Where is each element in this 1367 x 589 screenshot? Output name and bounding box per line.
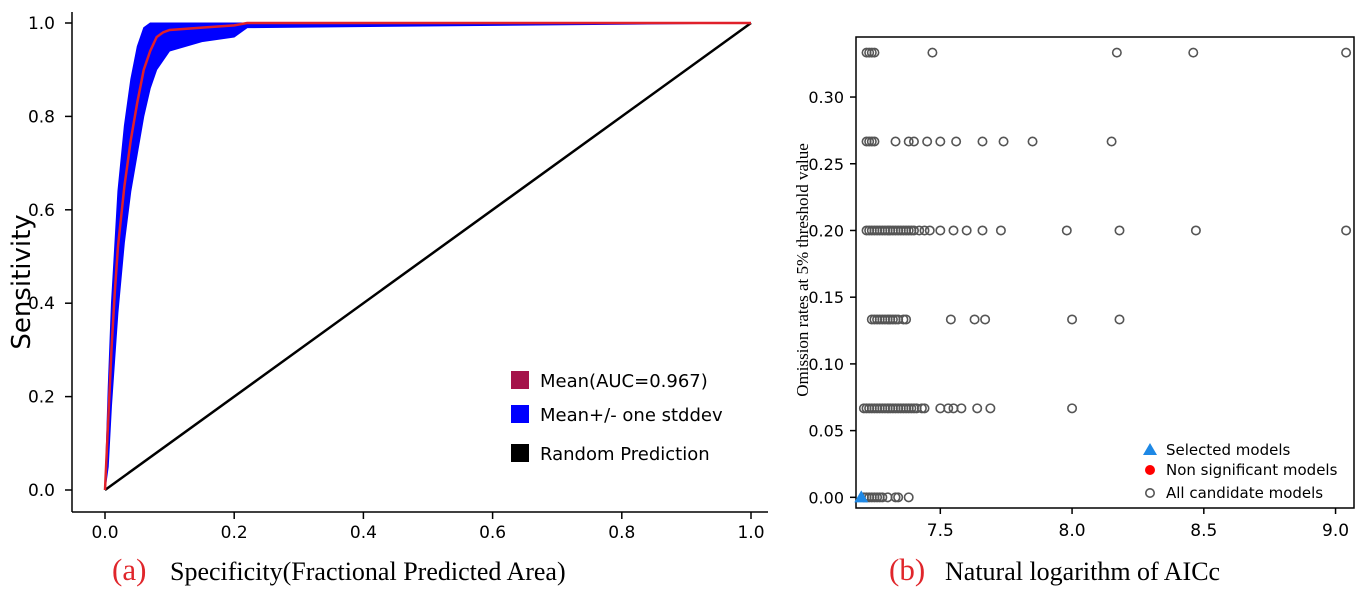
candidate-model-point xyxy=(943,403,954,414)
candidate-model-point xyxy=(1114,225,1125,236)
candidate-model-point xyxy=(890,136,901,147)
roc-y-tick-label: 0.4 xyxy=(28,294,55,314)
selected-model-point xyxy=(854,490,869,503)
candidate-model-point xyxy=(972,403,983,414)
candidate-model-point xyxy=(935,136,946,147)
candidate-model-point xyxy=(1061,225,1072,236)
legend-label: Mean+/- one stddev xyxy=(540,405,723,426)
legend-open-circle-marker xyxy=(1145,487,1156,498)
candidate-model-point xyxy=(985,403,996,414)
roc-tick-labels: 0.0 0.2 0.4 0.6 0.8 1.0 0.0 0.2 0.4 0.6 0.8 1.0 xyxy=(28,14,765,543)
random-prediction-line xyxy=(104,21,752,492)
candidate-model-point xyxy=(903,136,914,147)
candidate-model-point xyxy=(1114,314,1125,325)
roc-chart: 0.0 0.2 0.4 0.6 0.8 1.0 0.0 0.2 0.4 0.6 0.8 1.0 Sen… xyxy=(7,12,768,587)
candidate-model-point xyxy=(998,136,1009,147)
scatter-x-tick-label: 7.5 xyxy=(927,521,954,541)
roc-axes xyxy=(71,12,768,513)
candidate-model-point xyxy=(908,225,919,236)
legend-triangle-marker xyxy=(1143,443,1157,455)
candidate-model-point xyxy=(893,492,904,503)
candidate-model-point xyxy=(961,225,972,236)
roc-y-tick-label: 0.8 xyxy=(28,107,55,127)
scatter-y-axis-label: Omission rates at 5% threshold value xyxy=(793,143,812,397)
roc-y-tick-label: 1.0 xyxy=(28,14,55,34)
legend-label: Random Prediction xyxy=(540,444,710,465)
roc-y-tick-label: 0.6 xyxy=(28,201,55,221)
candidate-model-point xyxy=(1067,314,1078,325)
scatter-y-tick-label: 0.00 xyxy=(808,488,844,507)
candidate-model-point xyxy=(969,314,980,325)
legend-swatch xyxy=(511,444,529,462)
candidate-model-point xyxy=(945,314,956,325)
legend-red-dot-marker xyxy=(1145,465,1155,475)
roc-x-tick-label: 0.2 xyxy=(221,523,248,543)
candidate-model-point xyxy=(901,314,912,325)
legend-label: Selected models xyxy=(1166,441,1290,459)
candidate-model-point xyxy=(980,314,991,325)
candidate-model-point xyxy=(956,403,967,414)
candidate-model-point xyxy=(1188,47,1199,58)
candidate-model-point xyxy=(951,136,962,147)
scatter-ticks: 7.5 8.0 8.5 9.0 0.00 0.05 0.10 0.15 0.20 0.25 0.30 xyxy=(808,88,1349,541)
scatter-y-tick-label: 0.05 xyxy=(808,422,844,441)
candidate-model-point xyxy=(1190,225,1201,236)
legend-label: All candidate models xyxy=(1166,484,1323,502)
candidate-model-point xyxy=(1067,403,1078,414)
omission-scatter-chart: 7.5 8.0 8.5 9.0 0.00 0.05 0.10 0.15 0.20 0.25 0.30… xyxy=(793,36,1355,587)
panel-label-b: (b) xyxy=(889,552,925,587)
scatter-x-tick-label: 8.5 xyxy=(1190,521,1217,541)
roc-x-tick-label: 0.4 xyxy=(350,523,377,543)
roc-x-tick-label: 1.0 xyxy=(737,523,764,543)
roc-x-tick-label: 0.0 xyxy=(91,523,118,543)
candidate-model-point xyxy=(924,225,935,236)
scatter-x-axis-label: Natural logarithm of AICc xyxy=(945,557,1220,586)
roc-legend: Mean(AUC=0.967) Mean+/- one stddev Random … xyxy=(511,371,723,465)
scatter-y-tick-label: 0.10 xyxy=(808,355,844,374)
scatter-y-tick-label: 0.15 xyxy=(808,288,844,307)
scatter-legend: Selected models Non significant models All… xyxy=(1143,441,1338,502)
roc-x-tick-label: 0.8 xyxy=(608,523,635,543)
scatter-x-tick-label: 8.0 xyxy=(1059,521,1086,541)
legend-label: Non significant models xyxy=(1166,461,1338,479)
candidate-model-point xyxy=(869,136,880,147)
legend-label: Mean(AUC=0.967) xyxy=(540,371,708,392)
candidate-model-point xyxy=(1027,136,1038,147)
legend-swatch xyxy=(511,405,529,423)
candidate-model-point xyxy=(908,136,919,147)
candidate-model-point xyxy=(922,136,933,147)
candidate-model-point xyxy=(935,225,946,236)
candidate-model-point xyxy=(977,136,988,147)
scatter-y-tick-label: 0.25 xyxy=(808,155,844,174)
candidate-model-point xyxy=(1341,47,1352,58)
scatter-y-tick-label: 0.30 xyxy=(808,88,844,107)
scatter-y-tick-label: 0.20 xyxy=(808,221,844,240)
candidate-model-point xyxy=(927,47,938,58)
scatter-plot-frame xyxy=(855,36,1355,509)
roc-x-tick-label: 0.6 xyxy=(479,523,506,543)
candidate-model-point xyxy=(1111,47,1122,58)
candidate-model-point xyxy=(1106,136,1117,147)
candidate-model-point xyxy=(869,47,880,58)
panel-label-a: (a) xyxy=(112,552,146,587)
candidate-model-point xyxy=(948,225,959,236)
candidate-model-point xyxy=(877,492,888,503)
roc-y-axis-label: Sensitivity xyxy=(7,214,37,349)
roc-lines xyxy=(103,21,752,492)
candidate-model-point xyxy=(903,492,914,503)
mean-roc-line xyxy=(103,21,751,491)
roc-y-tick-label: 0.0 xyxy=(28,481,55,501)
scatter-points xyxy=(854,47,1352,503)
candidate-model-point xyxy=(977,225,988,236)
legend-swatch xyxy=(511,371,529,389)
scatter-x-tick-label: 9.0 xyxy=(1322,521,1349,541)
candidate-model-point xyxy=(1341,225,1352,236)
candidate-model-point xyxy=(919,403,930,414)
roc-x-axis-label: Specificity(Fractional Predicted Area) xyxy=(170,557,566,586)
roc-y-tick-label: 0.2 xyxy=(28,388,55,408)
candidate-model-point xyxy=(919,225,930,236)
candidate-model-point xyxy=(995,225,1006,236)
candidate-model-point xyxy=(914,225,925,236)
